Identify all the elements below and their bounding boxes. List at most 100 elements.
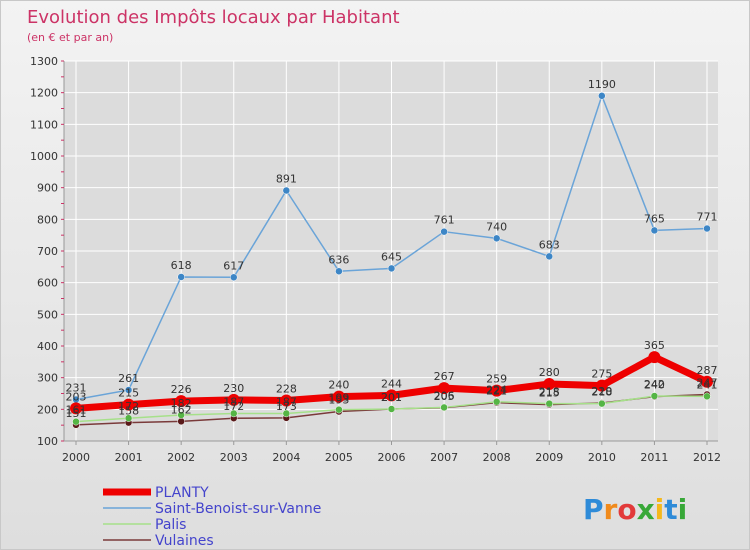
x-tick-label: 2009 — [535, 451, 563, 464]
data-point — [335, 267, 343, 276]
data-point — [124, 386, 133, 394]
x-tick-label: 2012 — [693, 451, 721, 464]
x-tick-label: 2000 — [62, 451, 90, 464]
legend: PLANTYSaint-Benoist-sur-VannePalisVulain… — [103, 485, 321, 549]
y-tick-label: 600 — [37, 277, 58, 290]
data-label: 740 — [486, 220, 507, 233]
x-tick-label: 2011 — [640, 451, 668, 464]
data-point — [175, 395, 188, 408]
data-point — [703, 224, 711, 233]
data-label: 158 — [118, 405, 139, 418]
data-point — [387, 264, 396, 273]
data-label: 173 — [276, 400, 297, 413]
series-planty — [70, 351, 713, 415]
data-point — [648, 351, 661, 364]
data-label: 365 — [644, 339, 665, 352]
data-point — [650, 392, 659, 400]
data-point — [70, 402, 82, 415]
data-point — [282, 409, 291, 418]
brand-logo-letter: x — [637, 493, 655, 526]
grid-lines — [64, 60, 718, 442]
data-point — [230, 409, 238, 418]
y-tick-label: 100 — [37, 435, 58, 448]
data-label: 231 — [66, 382, 87, 395]
data-point — [440, 403, 448, 412]
y-tick-label: 800 — [37, 213, 58, 226]
data-label: 205 — [434, 390, 455, 403]
data-point — [122, 398, 135, 411]
data-label: 203 — [66, 390, 87, 403]
data-point — [227, 393, 240, 406]
data-label: 242 — [644, 378, 665, 391]
data-label: 226 — [171, 383, 192, 396]
data-label: 221 — [486, 385, 507, 398]
data-point — [230, 273, 238, 282]
series-palis — [72, 392, 711, 426]
data-point — [492, 397, 501, 406]
data-point — [282, 186, 291, 195]
chart-subtitle: (en € et par an) — [27, 31, 113, 44]
data-label: 1190 — [588, 78, 616, 91]
data-label: 215 — [539, 387, 560, 400]
x-tick-label: 2003 — [220, 451, 248, 464]
data-point — [280, 394, 293, 407]
data-label: 161 — [66, 404, 87, 417]
data-label: 261 — [118, 372, 139, 385]
data-point — [703, 392, 711, 401]
x-tick-label: 2001 — [115, 451, 143, 464]
data-point — [335, 405, 343, 414]
data-label: 220 — [591, 385, 612, 398]
y-tick-label: 1100 — [30, 118, 58, 131]
data-point — [543, 378, 556, 390]
data-label: 683 — [539, 238, 560, 251]
data-label: 240 — [644, 379, 665, 392]
data-label: 241 — [697, 378, 718, 391]
x-tick-label: 2010 — [588, 451, 616, 464]
data-point — [598, 92, 606, 100]
y-tick-label: 1300 — [30, 55, 58, 68]
data-label: 162 — [171, 403, 192, 416]
series-saint-benoist-sur-vanne — [72, 92, 711, 404]
data-label: 193 — [328, 394, 349, 407]
data-point — [701, 375, 713, 388]
data-label: 215 — [118, 387, 139, 400]
brand-logo-letter: i — [655, 493, 665, 526]
data-label: 765 — [644, 212, 665, 225]
data-label: 151 — [66, 407, 87, 420]
brand-logo-letter: P — [583, 493, 604, 526]
data-label: 761 — [434, 214, 455, 227]
data-label: 224 — [486, 384, 507, 397]
x-tick-label: 2007 — [430, 451, 458, 464]
y-tick-label: 300 — [37, 372, 58, 385]
data-point — [650, 226, 659, 235]
x-tick-label: 2002 — [167, 451, 195, 464]
data-label: 218 — [591, 386, 612, 399]
data-point — [598, 399, 606, 408]
data-point — [387, 405, 396, 413]
brand-logo-letter: o — [617, 493, 636, 526]
data-label: 645 — [381, 250, 402, 263]
data-label: 618 — [171, 259, 192, 272]
data-label: 244 — [381, 377, 402, 390]
y-tick-label: 200 — [37, 403, 58, 416]
data-label: 617 — [223, 259, 244, 272]
y-tick-label: 1000 — [30, 150, 58, 163]
x-tick-label: 2008 — [483, 451, 511, 464]
data-label: 228 — [276, 382, 297, 395]
y-tick-label: 900 — [37, 182, 58, 195]
data-label: 199 — [328, 392, 349, 405]
data-point — [72, 417, 80, 426]
y-tick-label: 400 — [37, 340, 58, 353]
data-label: 218 — [539, 386, 560, 399]
data-point — [545, 252, 553, 261]
legend-label: Saint-Benoist-sur-Vanne — [155, 501, 321, 517]
data-label: 187 — [276, 395, 297, 408]
data-point — [177, 273, 185, 281]
brand-logo-letter: t — [664, 493, 677, 526]
data-point — [177, 417, 185, 426]
data-label: 275 — [591, 368, 612, 381]
data-point — [177, 411, 185, 419]
data-label: 636 — [328, 253, 349, 266]
data-label: 187 — [223, 395, 244, 408]
data-point — [124, 414, 133, 422]
